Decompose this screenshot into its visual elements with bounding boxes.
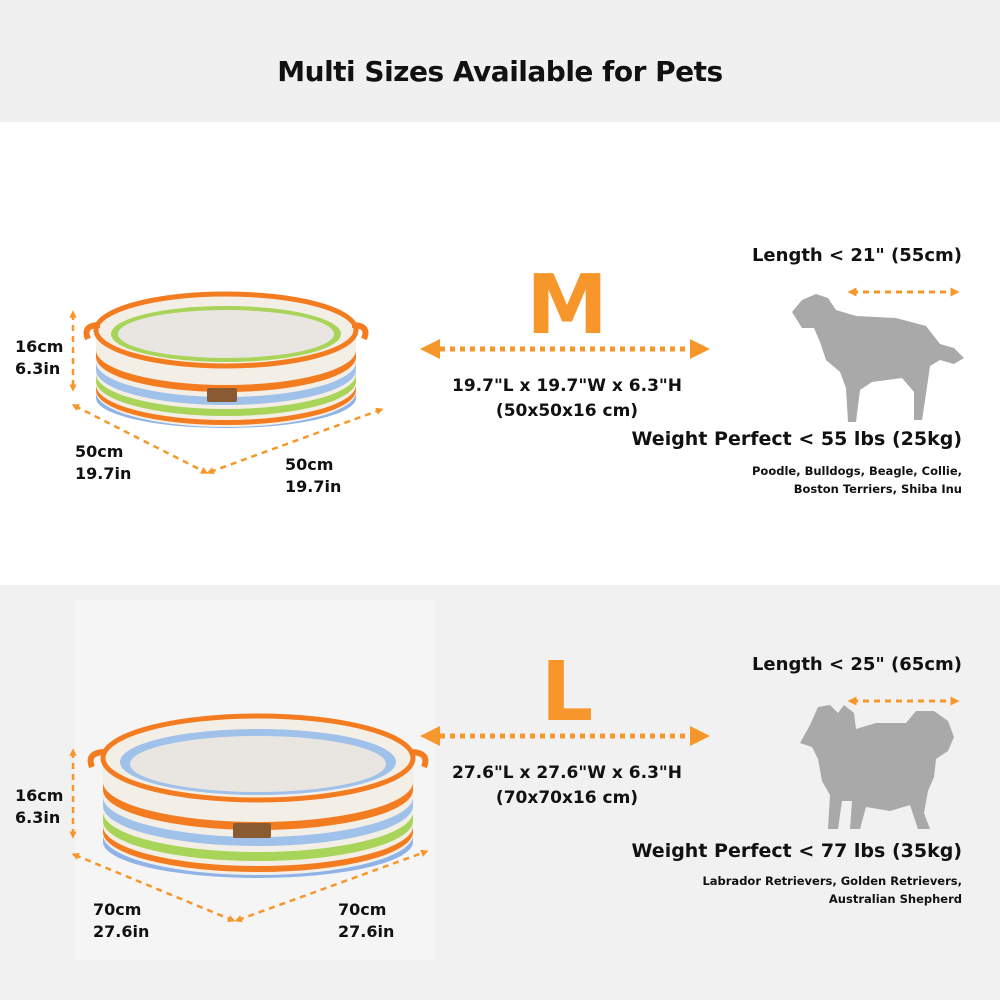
dimensions-m: 19.7"L x 19.7"W x 6.3"H (50x50x16 cm) xyxy=(417,374,717,424)
breeds-line: Labrador Retrievers, Golden Retrievers, xyxy=(702,874,962,888)
pet-weight-m: Weight Perfect < 55 lbs (25kg) xyxy=(631,428,962,450)
height-label-l: 16cm 6.3in xyxy=(15,785,63,829)
length-label-l: 70cm 27.6in xyxy=(93,899,149,943)
width-arrow-l xyxy=(234,849,429,923)
breeds-line: Poodle, Bulldogs, Beagle, Collie, xyxy=(752,464,962,478)
bed-brand-tag xyxy=(233,823,271,838)
width-cm: 50cm xyxy=(285,455,334,474)
pet-weight-l: Weight Perfect < 77 lbs (35kg) xyxy=(631,840,962,862)
length-cm: 50cm xyxy=(75,442,124,461)
pet-length-m: Length < 21" (55cm) xyxy=(751,245,962,266)
width-label-m: 50cm 19.7in xyxy=(285,454,341,498)
pet-length-l: Length < 25" (65cm) xyxy=(751,654,962,675)
dimensions-cm: (70x70x16 cm) xyxy=(495,788,639,808)
width-in: 27.6in xyxy=(338,922,395,941)
height-in: 6.3in xyxy=(15,808,61,827)
height-label-m: 16cm 6.3in xyxy=(15,336,63,380)
width-arrow-m xyxy=(206,407,384,475)
length-in: 19.7in xyxy=(75,464,132,483)
bed-m-image xyxy=(83,291,369,428)
height-cm: 16cm xyxy=(15,786,64,805)
size-letter-m: M xyxy=(526,258,608,353)
page-title: Multi Sizes Available for Pets xyxy=(277,55,723,88)
title-band xyxy=(0,0,1000,122)
dimensions-cm: (50x50x16 cm) xyxy=(495,401,639,421)
breeds-line: Boston Terriers, Shiba Inu xyxy=(793,482,962,496)
bed-l-image xyxy=(87,713,429,878)
dimensions-inches: 27.6"L x 27.6"W x 6.3"H xyxy=(452,763,682,783)
breeds-line: Australian Shepherd xyxy=(828,892,962,906)
collie-dog-silhouette xyxy=(792,294,964,422)
breeds-m: Poodle, Bulldogs, Beagle, Collie, Boston … xyxy=(752,462,962,498)
length-label-m: 50cm 19.7in xyxy=(75,441,131,485)
breeds-l: Labrador Retrievers, Golden Retrievers, A… xyxy=(702,872,962,908)
size-letter-l: L xyxy=(540,645,594,740)
length-cm: 70cm xyxy=(93,900,142,919)
length-in: 27.6in xyxy=(93,922,150,941)
width-in: 19.7in xyxy=(285,477,342,496)
height-in: 6.3in xyxy=(15,359,61,378)
height-cm: 16cm xyxy=(15,337,64,356)
width-label-l: 70cm 27.6in xyxy=(338,899,394,943)
fluffy-dog-silhouette xyxy=(800,705,954,829)
length-arrow-m xyxy=(71,404,209,474)
width-cm: 70cm xyxy=(338,900,387,919)
dimensions-l: 27.6"L x 27.6"W x 6.3"H (70x70x16 cm) xyxy=(417,761,717,811)
bed-brand-tag xyxy=(207,388,237,402)
dimensions-inches: 19.7"L x 19.7"W x 6.3"H xyxy=(452,376,682,396)
